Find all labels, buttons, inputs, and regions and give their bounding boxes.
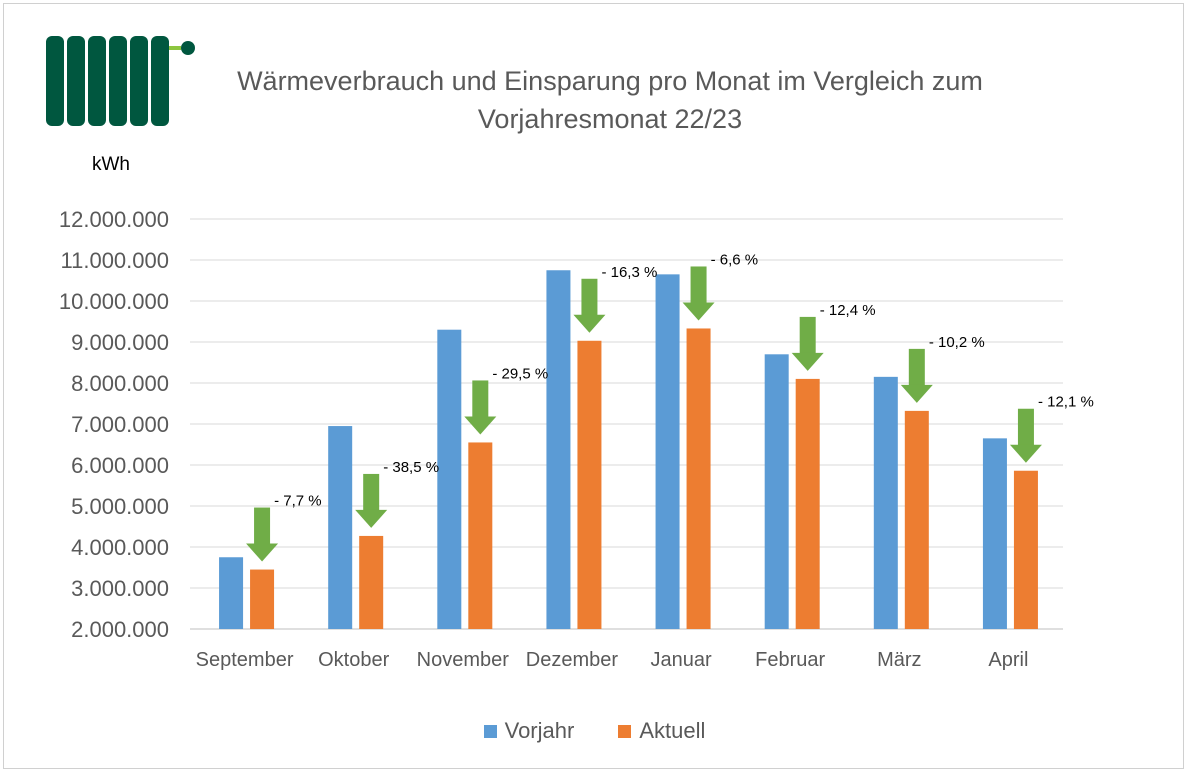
bar-vorjahr	[546, 270, 571, 629]
bar-aktuell	[795, 378, 820, 629]
y-axis-ticks: 12.000.000 11.000.000 10.000.000 9.000.000 8…	[59, 207, 169, 642]
y-tick-label: 4.000.000	[71, 535, 169, 560]
bar-vorjahr	[655, 274, 680, 629]
savings-arrow	[791, 316, 824, 371]
savings-arrow	[246, 507, 279, 562]
savings-label: - 12,4 %	[820, 302, 876, 319]
savings-arrow	[573, 278, 606, 333]
x-tick-label: Januar	[650, 649, 711, 671]
x-axis-ticks: September Oktober November Dezember Januar Fe…	[196, 649, 1029, 671]
legend-swatch-aktuell	[618, 724, 632, 738]
savings-label: - 6,6 %	[711, 251, 759, 268]
bar-vorjahr	[982, 438, 1007, 629]
y-unit-label: kWh	[92, 154, 130, 175]
y-tick-label: 7.000.000	[71, 412, 169, 437]
legend-item-aktuell: Aktuell	[618, 718, 705, 744]
savings-arrow	[682, 266, 715, 321]
y-tick-label: 6.000.000	[71, 453, 169, 478]
x-tick-label: Oktober	[318, 649, 389, 671]
bar-aktuell	[468, 442, 493, 629]
savings-label: - 38,5 %	[383, 459, 439, 476]
savings-arrow	[355, 473, 388, 528]
savings-arrow	[900, 348, 933, 403]
bar-aktuell	[1013, 470, 1038, 629]
x-tick-label: November	[417, 649, 510, 671]
bar-vorjahr	[328, 426, 353, 629]
savings-label: - 16,3 %	[601, 264, 657, 281]
y-tick-label: 9.000.000	[71, 330, 169, 355]
bar-aktuell	[359, 535, 384, 629]
x-tick-label: April	[988, 649, 1028, 671]
bar-vorjahr	[764, 354, 789, 629]
bar-aktuell	[686, 328, 711, 629]
x-tick-label: März	[877, 649, 921, 671]
legend-swatch-vorjahr	[483, 724, 497, 738]
legend: Vorjahr Aktuell	[0, 718, 1189, 744]
bar-vorjahr	[437, 329, 462, 629]
y-tick-label: 8.000.000	[71, 371, 169, 396]
legend-label-aktuell: Aktuell	[639, 718, 706, 743]
chart-title: Wärmeverbrauch und Einsparung pro Monat …	[237, 66, 983, 134]
savings-arrow	[1009, 408, 1042, 463]
y-tick-label: 10.000.000	[59, 289, 169, 314]
legend-item-vorjahr: Vorjahr	[483, 718, 575, 744]
bar-aktuell	[904, 410, 929, 629]
y-tick-label: 5.000.000	[71, 494, 169, 519]
chart-frame	[3, 3, 1184, 769]
bar-aktuell	[577, 340, 602, 629]
bar-aktuell	[250, 569, 275, 629]
savings-label: - 10,2 %	[929, 334, 985, 351]
x-tick-label: Dezember	[526, 649, 619, 671]
savings-arrow	[464, 380, 497, 435]
y-tick-label: 11.000.000	[61, 248, 169, 273]
savings-label: - 7,7 %	[274, 493, 322, 510]
bar-vorjahr	[873, 376, 898, 629]
savings-label: - 12,1 %	[1038, 394, 1094, 411]
y-tick-label: 3.000.000	[71, 576, 169, 601]
savings-arrows: - 7,7 % - 38,5 % - 29,5 % - 16,3 % - 6,6 % - …	[246, 251, 1094, 562]
y-tick-label: 2.000.000	[71, 617, 169, 642]
bars	[219, 270, 1038, 629]
x-tick-label: Februar	[755, 649, 825, 671]
y-tick-label: 12.000.000	[59, 207, 169, 232]
radiator-logo-icon	[46, 36, 195, 126]
x-tick-label: September	[196, 649, 294, 671]
savings-label: - 29,5 %	[492, 365, 548, 382]
bar-vorjahr	[219, 557, 244, 629]
legend-label-vorjahr: Vorjahr	[504, 718, 575, 743]
